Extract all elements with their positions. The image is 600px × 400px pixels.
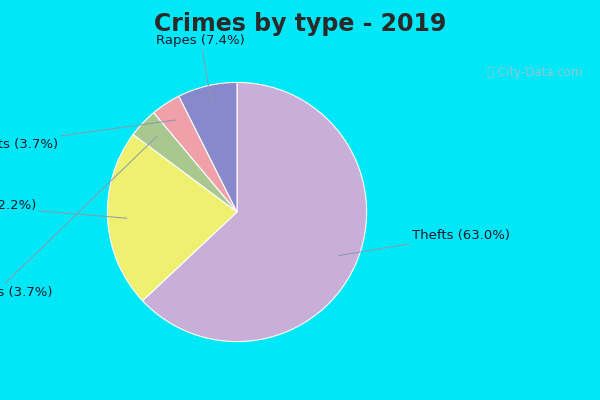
Text: Auto thefts (3.7%): Auto thefts (3.7%) xyxy=(0,120,176,151)
Wedge shape xyxy=(133,113,237,212)
Text: Crimes by type - 2019: Crimes by type - 2019 xyxy=(154,12,446,36)
Text: Thefts (63.0%): Thefts (63.0%) xyxy=(338,229,510,256)
Text: Robberies (3.7%): Robberies (3.7%) xyxy=(0,136,157,299)
Text: Rapes (7.4%): Rapes (7.4%) xyxy=(157,34,245,105)
Wedge shape xyxy=(143,82,367,342)
Wedge shape xyxy=(154,96,237,212)
Wedge shape xyxy=(107,134,237,301)
Wedge shape xyxy=(179,82,237,212)
Text: ⓘ City-Data.com: ⓘ City-Data.com xyxy=(487,66,582,79)
Text: Burglaries (22.2%): Burglaries (22.2%) xyxy=(0,199,127,218)
